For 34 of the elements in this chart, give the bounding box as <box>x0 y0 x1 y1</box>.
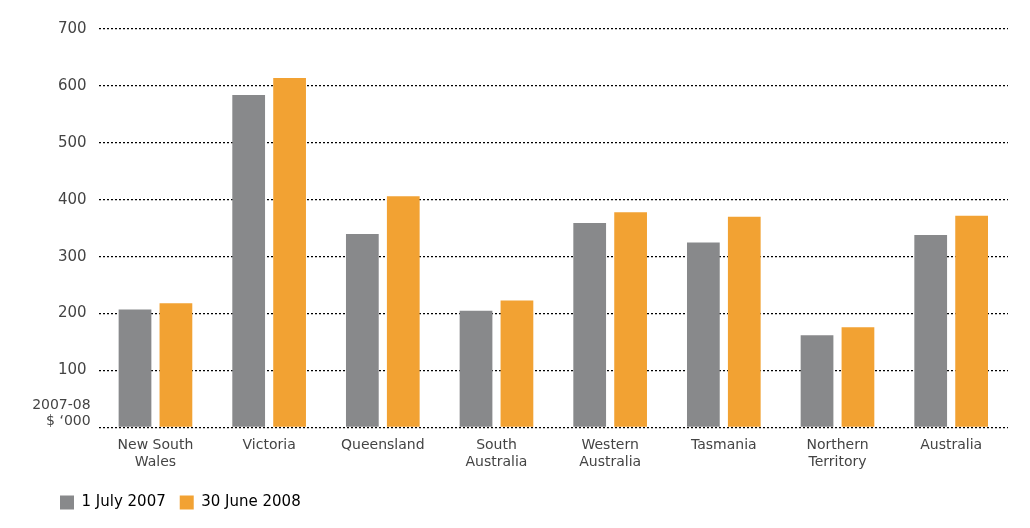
bar <box>345 233 379 427</box>
x-tick-label: New South Wales <box>117 436 194 470</box>
bar <box>727 216 761 427</box>
y-tick-label: 200 <box>57 303 87 322</box>
bar <box>232 95 266 427</box>
y-tick-label: 400 <box>57 189 87 208</box>
legend-label: 1 July 2007 <box>81 492 166 511</box>
bar <box>573 223 607 427</box>
x-tick-label: Northern Territory <box>806 436 869 470</box>
x-tick-label: Victoria <box>242 436 296 453</box>
x-tick-label: Queensland <box>341 436 425 453</box>
bar <box>914 235 948 427</box>
x-tick-label: Western Australia <box>579 436 642 470</box>
bar <box>159 303 193 427</box>
x-tick-label: South Australia <box>465 436 528 470</box>
bar <box>841 327 875 427</box>
bar <box>500 300 534 427</box>
y-tick-label: 300 <box>57 246 87 265</box>
y-tick-label: 600 <box>57 75 87 94</box>
bar <box>686 242 720 427</box>
bar <box>273 77 306 427</box>
bar <box>459 310 493 427</box>
x-tick-label: Australia <box>920 436 983 453</box>
bar <box>386 196 420 427</box>
bar <box>614 212 647 427</box>
y-tick-label: 700 <box>57 18 87 37</box>
bar <box>118 309 152 427</box>
bar <box>955 215 988 427</box>
y-tick-label: 100 <box>57 360 87 379</box>
y-tick-label: 500 <box>57 132 87 151</box>
x-tick-label: Tasmania <box>689 436 757 453</box>
bar <box>800 335 834 427</box>
legend-label: 30 June 2008 <box>201 492 301 511</box>
y-axis-title: 2007-08 $ ‘000 <box>32 396 91 429</box>
